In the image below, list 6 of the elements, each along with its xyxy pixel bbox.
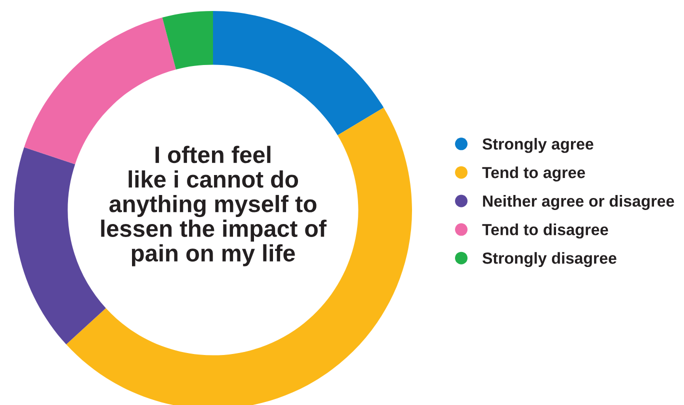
legend-label: Tend to disagree xyxy=(482,224,608,239)
legend-label: Tend to agree xyxy=(482,166,586,182)
text: I often feel like i cannot do anything myself to lessen the impact of pain on my life xyxy=(101,146,327,266)
legend-label: Strongly agree xyxy=(482,138,594,153)
legend-label: Strongly disagree xyxy=(482,252,616,268)
legend-label: Neither agree or disagree xyxy=(483,195,674,210)
